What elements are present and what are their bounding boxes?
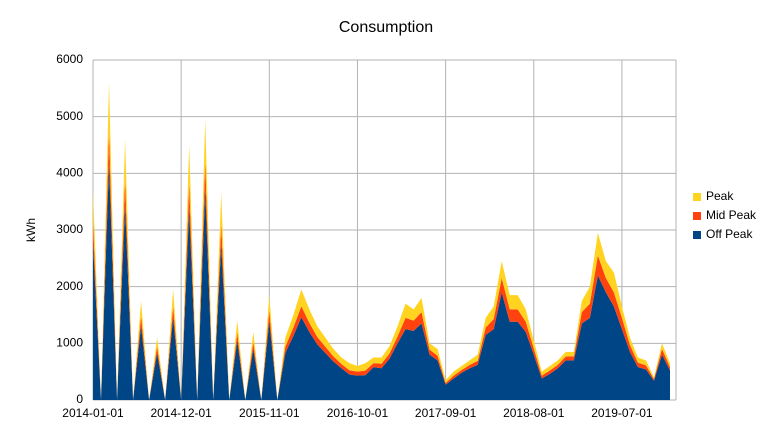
y-tick-label: 1000 — [56, 336, 83, 350]
legend-label: Peak — [706, 189, 734, 203]
x-tick-label: 2018-08-01 — [503, 406, 565, 420]
y-tick-label: 6000 — [56, 52, 83, 66]
legend-label: Mid Peak — [706, 208, 757, 222]
x-tick-label: 2019-07-01 — [591, 406, 653, 420]
legend-swatch — [693, 212, 701, 220]
area — [93, 130, 670, 400]
y-axis-label: kWh — [24, 218, 38, 242]
y-tick-label: 2000 — [56, 279, 83, 293]
y-tick-label: 4000 — [56, 166, 83, 180]
y-tick-label: 0 — [76, 392, 83, 406]
legend-swatch — [693, 193, 701, 201]
x-tick-label: 2014-12-01 — [150, 406, 212, 420]
legend-swatch — [693, 231, 701, 239]
x-tick-label: 2017-09-01 — [415, 406, 477, 420]
y-tick-label: 5000 — [56, 109, 83, 123]
area — [93, 82, 670, 401]
legend-label: Off Peak — [706, 227, 753, 241]
x-tick-label: 2016-10-01 — [327, 406, 389, 420]
y-tick-label: 3000 — [56, 222, 83, 236]
x-tick-label: 2015-11-01 — [239, 406, 300, 420]
x-tick-label: 2014-01-01 — [62, 406, 124, 420]
chart-title: Consumption — [339, 19, 433, 36]
